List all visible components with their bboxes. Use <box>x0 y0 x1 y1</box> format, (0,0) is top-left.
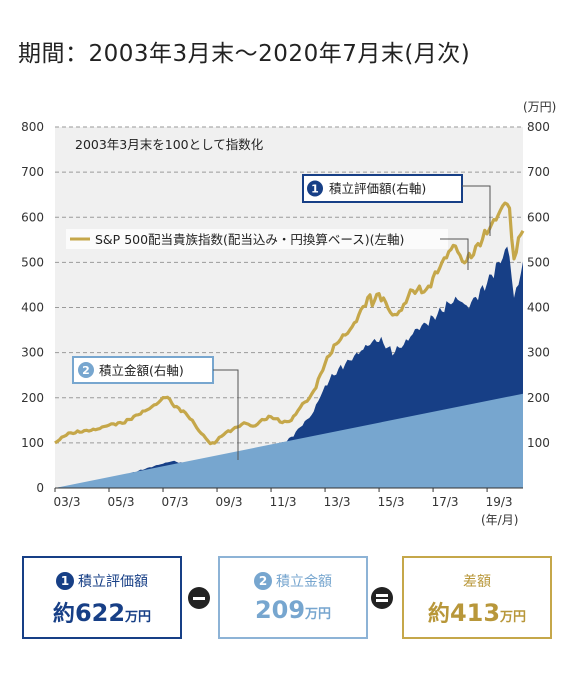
y-tick-label: 500 <box>21 255 44 269</box>
x-unit-label: (年/月) <box>481 513 518 527</box>
summary-invested-box: 2 積立金額 209万円 <box>218 556 368 639</box>
valuation-label-text: 積立評価額(右軸) <box>329 181 426 196</box>
valuation-unit: 万円 <box>125 610 152 625</box>
sp500-legend: S&P 500配当貴族指数(配当込み・円換算ベース)(左軸) <box>66 229 469 270</box>
y-tick-label: 200 <box>21 391 44 405</box>
sp500-line <box>54 201 525 446</box>
x-tick-label: 11/3 <box>270 495 297 509</box>
invested-unit: 万円 <box>305 607 332 622</box>
y-tick-label: 600 <box>21 210 44 224</box>
invested-label: 2 積立金額(右軸) <box>72 356 239 460</box>
x-tick-label: 13/3 <box>324 495 351 509</box>
difference-value: 413 <box>449 599 501 627</box>
x-tick-label: 05/3 <box>108 495 135 509</box>
y-axis-left: 0 100 200 300 400 500 600 700 800 <box>21 120 44 495</box>
summary-difference-box: 差額 約413万円 <box>402 556 552 639</box>
invested-label-text: 積立金額(右軸) <box>99 363 184 378</box>
sp500-legend-text: S&P 500配当貴族指数(配当込み・円換算ベース)(左軸) <box>95 232 404 247</box>
page-title: 期間：2003年3月末〜2020年7月末(月次) <box>18 41 471 67</box>
difference-unit: 万円 <box>500 610 527 625</box>
difference-title: 差額 <box>463 574 491 590</box>
y-tick-label: 800 <box>21 120 44 134</box>
equals-icon <box>371 587 393 609</box>
summary-valuation-box: 1 積立評価額 約622万円 <box>22 556 182 639</box>
valuation-number-badge: 1 <box>56 572 74 590</box>
base-note: 2003年3月末を100として指数化 <box>75 137 264 152</box>
y-tick-label: 300 <box>21 346 44 360</box>
invested-number-badge: 2 <box>254 572 272 590</box>
invested-label-num: 2 <box>82 364 90 377</box>
invested-area <box>55 393 523 488</box>
x-tick-label: 15/3 <box>378 495 405 509</box>
y2-tick-label: 600 <box>527 210 550 224</box>
x-tick-label: 09/3 <box>216 495 243 509</box>
x-axis: 03/3 05/3 07/3 09/3 11/3 13/3 15/3 17/3 19/3 <box>54 488 513 509</box>
valuation-title: 積立評価額 <box>78 574 148 590</box>
y-tick-label: 400 <box>21 301 44 315</box>
y2-tick-label: 500 <box>527 255 550 269</box>
valuation-label-num: 1 <box>311 183 319 196</box>
valuation-prefix: 約 <box>52 602 75 627</box>
x-tick-label: 03/3 <box>54 495 81 509</box>
performance-chart: 0 100 200 300 400 500 600 700 800 100 200 300 400 50… <box>21 100 556 527</box>
y2-tick-label: 800 <box>527 120 550 134</box>
x-tick-label: 19/3 <box>486 495 513 509</box>
y2-tick-label: 100 <box>527 436 550 450</box>
x-tick-label: 17/3 <box>432 495 459 509</box>
y2-tick-label: 700 <box>527 165 550 179</box>
invested-value: 209 <box>254 596 306 624</box>
minus-icon <box>188 587 210 609</box>
y2-unit-label: (万円) <box>523 100 556 114</box>
valuation-value: 622 <box>74 599 126 627</box>
y-tick-label: 100 <box>21 436 44 450</box>
y-tick-label: 700 <box>21 165 44 179</box>
valuation-label: 1 積立評価額(右軸) <box>302 174 491 236</box>
difference-prefix: 約 <box>427 602 450 627</box>
y2-tick-label: 300 <box>527 346 550 360</box>
invested-title: 積立金額 <box>276 574 332 590</box>
y-axis-right: 100 200 300 400 500 600 700 800 <box>527 120 550 450</box>
y-tick-label: 0 <box>36 481 44 495</box>
x-tick-label: 07/3 <box>162 495 189 509</box>
y2-tick-label: 200 <box>527 391 550 405</box>
y2-tick-label: 400 <box>527 301 550 315</box>
